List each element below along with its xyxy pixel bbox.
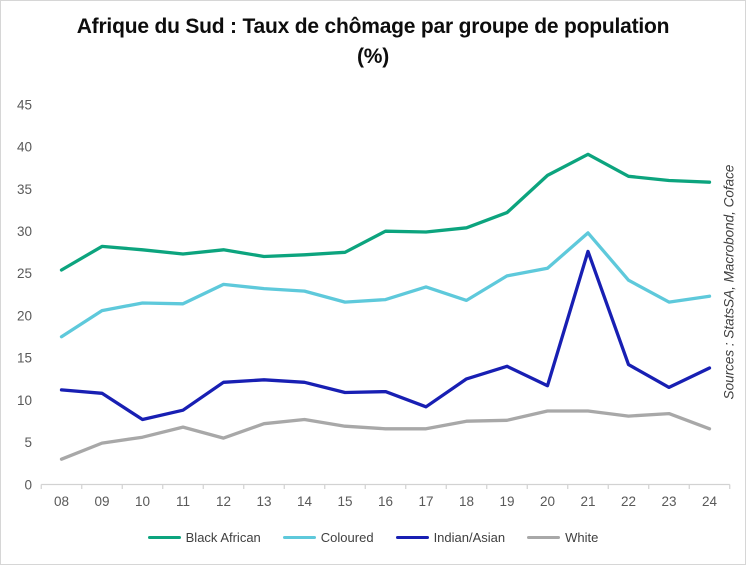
x-axis-label: 22 [621,494,636,509]
page-title: Afrique du Sud : Taux de chômage par gro… [76,15,670,68]
legend-line-swatch [527,535,561,540]
y-axis-label: 45 [17,97,32,112]
legend-line-swatch [282,535,316,540]
legend-item-black-african: Black African [147,530,261,545]
x-axis-label: 09 [94,494,109,509]
y-axis-label: 10 [17,393,32,408]
legend-item-white: White [527,530,598,545]
source-note: Sources : StatsSA, Macrobond, Coface [717,137,741,427]
source-note-text: Sources : StatsSA, Macrobond, Coface [721,164,737,400]
series-line-black-african [59,152,712,272]
series-line-white [59,409,712,461]
x-axis-label: 11 [176,494,190,509]
legend-item-indian-asian: Indian/Asian [395,530,506,545]
legend: Black African Coloured Indian/Asian White [1,530,745,545]
y-axis-label: 30 [17,224,32,239]
y-axis-label: 40 [17,140,32,155]
x-axis-label: 20 [540,494,555,509]
x-axis-label: 12 [216,494,231,509]
legend-label: White [565,530,599,545]
y-axis-label: 25 [17,266,32,281]
x-axis-label: 18 [459,494,474,509]
x-axis-label: 08 [54,494,69,509]
x-axis-label: 17 [418,494,433,509]
y-axis-label: 15 [17,351,32,366]
x-axis-label: 24 [702,494,718,509]
x-axis-label: 16 [378,494,393,509]
legend-line-swatch [147,535,181,540]
x-axis-label: 14 [297,494,313,509]
y-axis-label: 0 [24,477,32,492]
series-line-indian-asian [59,249,712,422]
legend-label: Black African [185,530,261,545]
legend-label: Indian/Asian [433,530,506,545]
x-axis-label: 13 [256,494,271,509]
x-axis-label: 10 [135,494,150,509]
y-axis-label: 20 [17,308,32,323]
legend-line-swatch [395,535,429,540]
legend-label: Coloured [320,530,374,545]
series-line-coloured [59,231,712,339]
x-axis-label: 15 [337,494,352,509]
x-axis-label: 23 [661,494,676,509]
x-axis-label: 21 [580,494,595,509]
legend-item-coloured: Coloured [282,530,374,545]
y-axis-label: 5 [24,435,32,450]
x-axis-label: 19 [499,494,514,509]
y-axis-label: 35 [17,182,32,197]
